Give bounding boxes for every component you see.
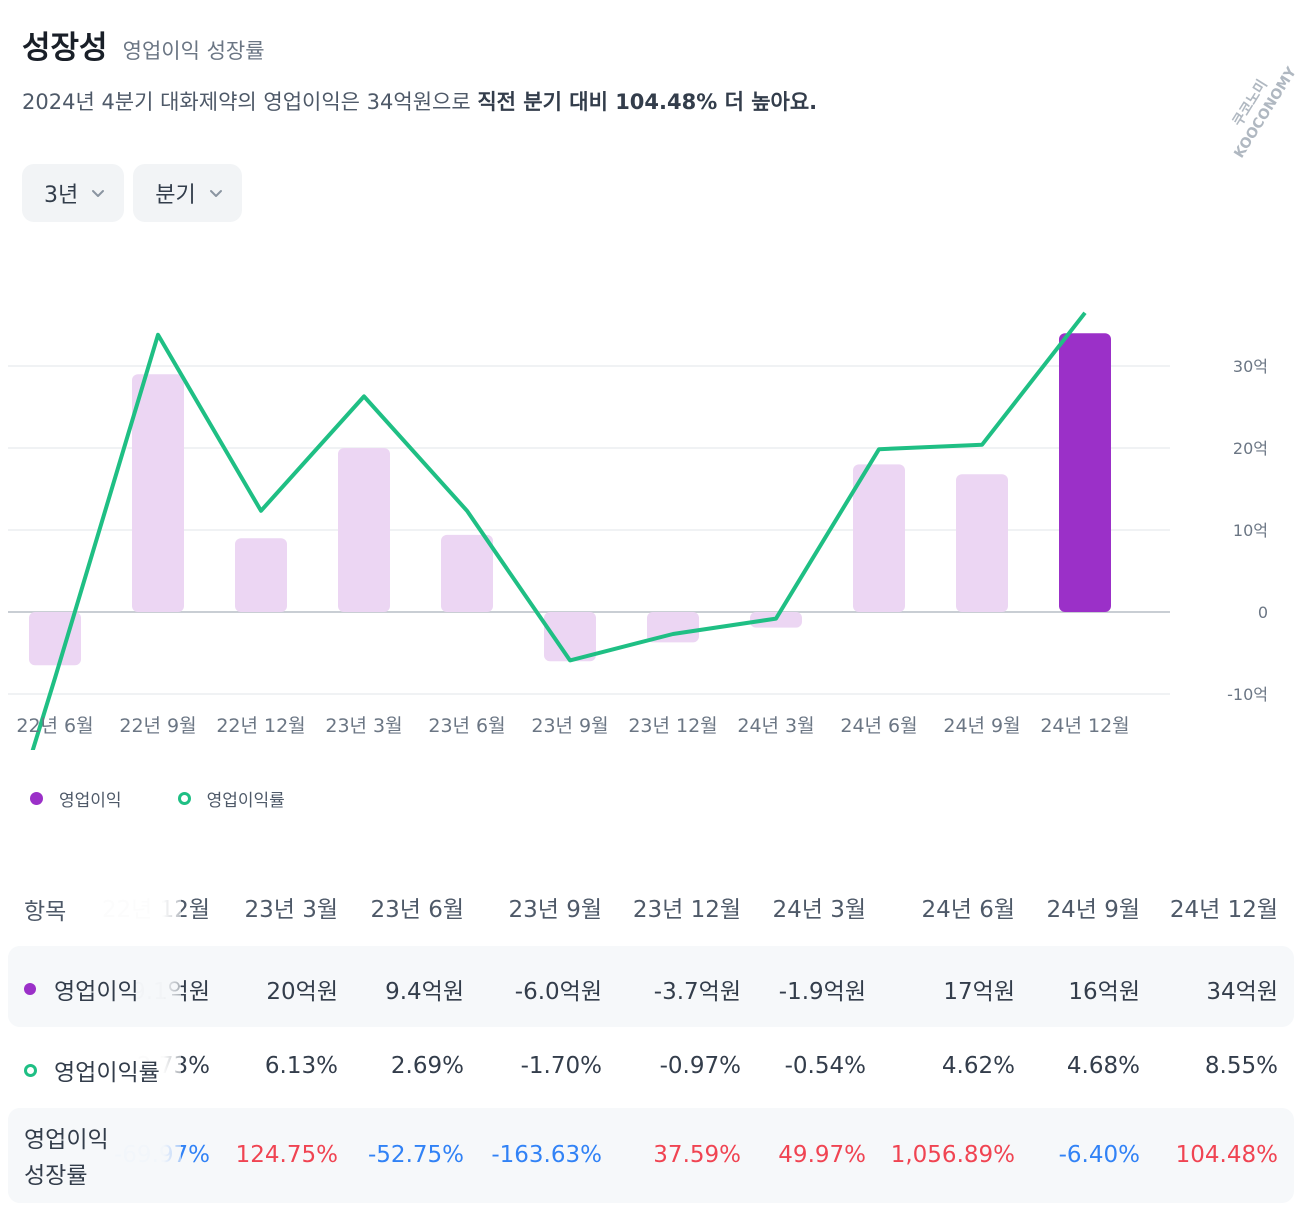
row-label-op-income: 영업이익 xyxy=(24,972,139,1006)
bar xyxy=(1059,333,1111,612)
x-tick-label: 22년 9월 xyxy=(119,715,196,737)
column-header: 24년 6월 xyxy=(921,897,1015,923)
column-header: 23년 3월 xyxy=(244,897,338,923)
row-label-op-margin: 영업이익률 xyxy=(24,1053,160,1087)
period-dropdown-label: 3년 xyxy=(44,183,79,208)
summary-bold: 직전 분기 대비 104.48% 더 높아요. xyxy=(477,90,818,114)
bar xyxy=(132,374,184,612)
chevron-down-icon xyxy=(209,190,222,197)
chart-legend: 영업이익 영업이익률 xyxy=(30,786,341,811)
operating-income-chart[interactable]: 30억 20억 10억 0 -10억 22년 6월 22년 9월 22년 12월 23년 3월 2… xyxy=(0,300,1314,750)
table-cell: 124.75% xyxy=(235,1142,338,1168)
table-cell: -3.7억원 xyxy=(653,979,741,1005)
table-cell: 17억원 xyxy=(943,979,1015,1005)
period-dropdown[interactable]: 3년 xyxy=(22,164,125,222)
bar xyxy=(441,534,493,612)
x-tick-label: 24년 9월 xyxy=(943,715,1020,737)
unit-dropdown-label: 분기 xyxy=(155,183,196,208)
x-tick-label: 23년 3월 xyxy=(325,715,402,737)
section-header: 성장성 영업이익 성장률 xyxy=(22,22,265,67)
row-label-growth: 영업이익 성장률 xyxy=(24,1127,109,1189)
table-cell: 6.13% xyxy=(264,1053,338,1079)
table-cell: 20억원 xyxy=(266,979,338,1005)
legend-item-op-margin[interactable]: 영업이익률 xyxy=(177,786,285,811)
x-tick-label: 22년 6월 xyxy=(16,715,93,737)
filled-dot-icon xyxy=(24,983,36,995)
filter-bar: 3년 분기 xyxy=(22,164,242,222)
table-cell: 16억원 xyxy=(1068,979,1140,1005)
bar xyxy=(647,612,699,643)
table-cell: 34억원 xyxy=(1206,979,1278,1005)
unit-dropdown[interactable]: 분기 xyxy=(133,164,242,222)
table-cell: -52.75% xyxy=(368,1142,464,1168)
y-tick-label: 10억 xyxy=(1233,521,1268,540)
table-cell: -6.40% xyxy=(1058,1142,1140,1168)
y-tick-label: 0 xyxy=(1258,603,1268,622)
table-cell: 37.59% xyxy=(653,1142,741,1168)
table-cell: -6.0억원 xyxy=(514,979,602,1005)
table-header-label: 항목 xyxy=(24,899,67,925)
table-cell: 2.69% xyxy=(390,1053,464,1079)
summary-text: 2024년 4분기 대화제약의 영업이익은 34억원으로 직전 분기 대비 10… xyxy=(22,86,817,116)
x-tick-label: 24년 3월 xyxy=(737,715,814,737)
table-cell: 4.62% xyxy=(941,1053,1015,1079)
table-cell: -163.63% xyxy=(491,1142,602,1168)
table-cell: 104.48% xyxy=(1175,1142,1278,1168)
section-subtitle: 영업이익 성장률 xyxy=(122,39,265,63)
table-row-growth: 영업이익 성장률 -69.97% 124.75% -52.75% -163.63… xyxy=(8,1108,1294,1203)
x-tick-label: 23년 6월 xyxy=(428,715,505,737)
column-header: 24년 9월 xyxy=(1046,897,1140,923)
table-cell: -0.97% xyxy=(659,1053,741,1079)
chevron-down-icon xyxy=(92,190,105,197)
column-header: 23년 6월 xyxy=(370,897,464,923)
filled-dot-icon xyxy=(30,792,43,805)
table-cell: 49.97% xyxy=(778,1142,866,1168)
legend-label-op-margin: 영업이익률 xyxy=(206,791,285,811)
table-row-op-income: 영업이익 9.1억원 20억원 9.4억원 -6.0억원 -3.7억원 -1.9… xyxy=(8,946,1294,1027)
bar xyxy=(338,448,390,612)
column-header: 24년 3월 xyxy=(772,897,866,923)
table-cell: -1.70% xyxy=(520,1053,602,1079)
table-cell: -0.54% xyxy=(784,1053,866,1079)
table-cell: -1.9억원 xyxy=(778,979,866,1005)
column-header: 24년 12월 xyxy=(1169,897,1278,923)
bar xyxy=(544,612,596,662)
bar xyxy=(235,538,287,612)
section-title: 성장성 xyxy=(22,30,108,66)
bar xyxy=(853,464,905,612)
table-cell: 4.68% xyxy=(1066,1053,1140,1079)
x-tick-label: 24년 12월 xyxy=(1040,715,1129,737)
margin-line xyxy=(30,311,1087,750)
table-header-row: 항목 22년 12월 23년 3월 23년 6월 23년 9월 23년 12월 … xyxy=(8,866,1294,946)
column-header: 23년 12월 xyxy=(632,897,741,923)
summary-plain: 2024년 4분기 대화제약의 영업이익은 34억원으로 xyxy=(22,90,478,114)
bar xyxy=(956,474,1008,612)
legend-item-op-income[interactable]: 영업이익 xyxy=(30,786,122,811)
legend-label-op-income: 영업이익 xyxy=(59,791,122,811)
y-tick-label: -10억 xyxy=(1227,685,1268,704)
x-tick-label: 23년 9월 xyxy=(531,715,608,737)
x-tick-label: 24년 6월 xyxy=(840,715,917,737)
y-tick-label: 20억 xyxy=(1233,439,1268,458)
table-cell: 8.55% xyxy=(1204,1053,1278,1079)
bar xyxy=(29,612,81,666)
column-header: 23년 9월 xyxy=(508,897,602,923)
x-tick-label: 22년 12월 xyxy=(216,715,305,737)
table-cell: 1,056.89% xyxy=(890,1142,1015,1168)
watermark: 쿠코노미 KOOCONOMY xyxy=(1206,39,1311,177)
ring-dot-icon xyxy=(177,792,191,805)
x-tick-label: 23년 12월 xyxy=(628,715,717,737)
ring-dot-icon xyxy=(24,1063,37,1077)
y-tick-label: 30억 xyxy=(1233,357,1268,376)
table-row-op-margin: 영업이익률 2.73% 6.13% 2.69% -1.70% -0.97% -0… xyxy=(8,1027,1294,1108)
financial-table[interactable]: 항목 22년 12월 23년 3월 23년 6월 23년 9월 23년 12월 … xyxy=(8,866,1294,1203)
table-cell: 9.4억원 xyxy=(385,979,464,1005)
